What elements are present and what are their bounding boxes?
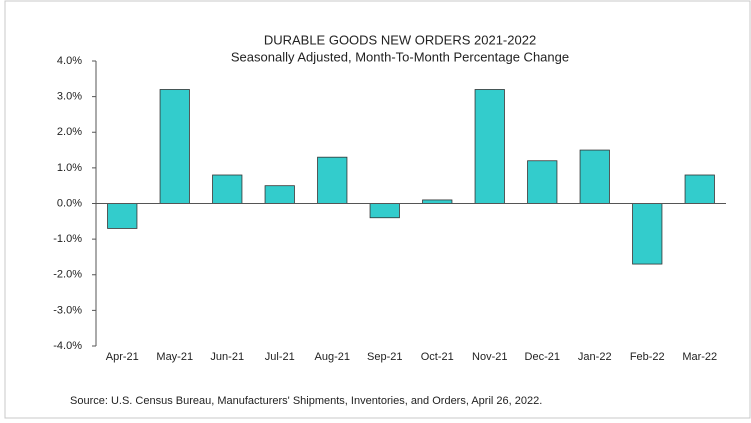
- x-tick-label: Jul-21: [265, 351, 295, 363]
- bar: [422, 199, 453, 204]
- x-tick-label: May-21: [156, 351, 193, 363]
- x-tick-label: Feb-22: [630, 351, 665, 363]
- chart-title: DURABLE GOODS NEW ORDERS 2021-2022: [264, 32, 536, 47]
- x-tick-label: Apr-21: [106, 351, 139, 363]
- x-tick-label: Nov-21: [472, 351, 507, 363]
- bar: [317, 156, 348, 204]
- y-tick-label: -4.0%: [53, 340, 82, 352]
- y-tick-label: -1.0%: [53, 233, 82, 245]
- y-tick-label: 4.0%: [57, 55, 82, 67]
- source-note: Source: U.S. Census Bureau, Manufacturer…: [70, 395, 542, 407]
- y-tick-label: 1.0%: [57, 162, 82, 174]
- bar: [684, 174, 715, 204]
- x-tick-label: Mar-22: [682, 351, 717, 363]
- bar: [159, 89, 190, 204]
- bar: [264, 185, 295, 204]
- bar: [212, 174, 243, 204]
- bar: [474, 89, 505, 204]
- x-tick-label: Jun-21: [210, 351, 244, 363]
- y-tick-label: -3.0%: [53, 304, 82, 316]
- y-tick-label: -2.0%: [53, 269, 82, 281]
- x-tick-label: Oct-21: [421, 351, 454, 363]
- x-tick-label: Aug-21: [315, 351, 350, 363]
- x-tick-label: Dec-21: [525, 351, 560, 363]
- chart-subtitle: Seasonally Adjusted, Month-To-Month Perc…: [231, 49, 569, 64]
- x-tick-label: Sep-21: [367, 351, 402, 363]
- y-tick-label: 0.0%: [57, 197, 82, 209]
- bar: [369, 203, 400, 219]
- frame: [4, 0, 751, 419]
- y-tick-label: 2.0%: [57, 126, 82, 138]
- bar: [107, 203, 138, 229]
- bar: [527, 160, 558, 204]
- bar: [632, 203, 663, 265]
- bar: [579, 149, 610, 204]
- y-tick-label: 3.0%: [57, 91, 82, 103]
- x-tick-label: Jan-22: [578, 351, 612, 363]
